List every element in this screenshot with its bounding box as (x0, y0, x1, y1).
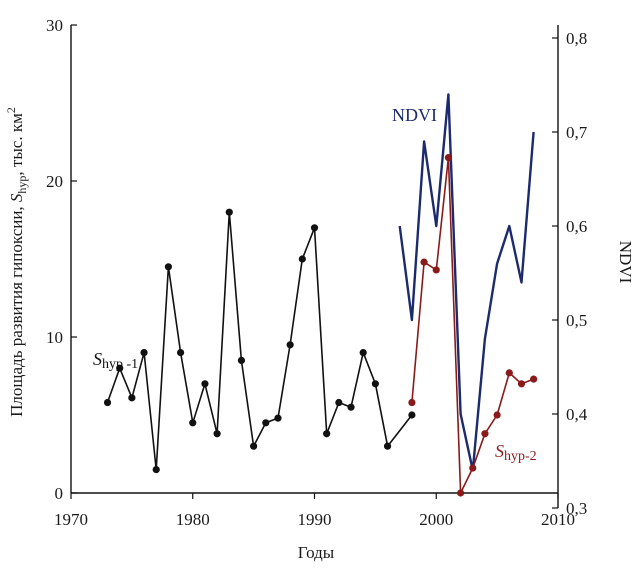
series-point-0 (262, 419, 270, 427)
series-point-1 (493, 411, 501, 419)
series-label-shyp1-main: S (93, 349, 102, 369)
series-point-0 (359, 349, 367, 357)
x-axis-title: Годы (298, 543, 335, 562)
series-line-1 (411, 156, 534, 494)
series-point-1 (481, 430, 489, 438)
series-point-1 (457, 489, 465, 497)
x-axis-ticks: 1970 1980 1990 2000 2010 (54, 493, 575, 529)
series-label-shyp2: Shyp-2 (495, 441, 537, 464)
series-point-0 (310, 224, 319, 232)
series-label-shyp2-main: S (495, 441, 504, 461)
series-point-1 (432, 266, 440, 274)
y-axis-left-title: Площадь развития гипоксии, Shyp, тыс. км… (4, 107, 29, 417)
series-point-0 (128, 394, 136, 402)
series-label-shyp2-sub: hyp-2 (504, 449, 537, 464)
y-left-tick-label: 20 (46, 172, 63, 191)
series-point-0 (140, 349, 148, 357)
series-point-1 (517, 380, 526, 388)
series-point-0 (274, 414, 282, 422)
y-right-tick-label: 0,6 (566, 217, 587, 236)
y-left-title-sup: 2 (4, 107, 18, 113)
y-axis-right-title: NDVI (616, 241, 634, 284)
series-point-0 (298, 255, 306, 263)
series-point-0 (286, 341, 294, 349)
series-point-1 (530, 375, 538, 383)
series-point-0 (176, 349, 185, 357)
x-tick-label: 2010 (541, 510, 575, 529)
series-label-ndvi: NDVI (392, 105, 437, 125)
x-tick-label: 1980 (176, 510, 210, 529)
y-right-tick-label: 0,5 (566, 311, 587, 330)
series-point-0 (189, 419, 197, 427)
series-point-0 (225, 208, 233, 216)
series-point-0 (250, 442, 258, 450)
series-point-0 (103, 398, 112, 407)
series-line-0 (106, 211, 413, 471)
series-label-shyp1-sub: hyp -1 (102, 357, 138, 372)
series-point-1 (420, 258, 428, 266)
series-point-0 (371, 380, 379, 388)
series-label-shyp1: Shyp -1 (93, 349, 138, 372)
y-axis-right-ticks: 0,3 0,4 0,5 0,6 0,7 0,8 (552, 29, 588, 518)
series-layer (103, 93, 538, 497)
y-right-tick-label: 0,4 (566, 405, 588, 424)
series-point-0 (116, 364, 124, 372)
series-point-1 (469, 464, 477, 472)
series-point-1 (444, 154, 453, 162)
series-point-0 (237, 356, 246, 364)
series-point-0 (347, 403, 355, 411)
y-right-tick-label: 0,8 (566, 29, 587, 48)
series-point-0 (152, 466, 160, 474)
x-tick-label: 1970 (54, 510, 88, 529)
series-point-0 (383, 442, 392, 450)
y-left-title-part-1: Площадь развития гипоксии, (7, 202, 26, 417)
y-axis-left-ticks: 0 10 20 30 (46, 16, 77, 503)
series-point-1 (505, 369, 513, 377)
y-left-tick-label: 30 (46, 16, 63, 35)
y-left-tick-label: 0 (55, 484, 64, 503)
y-left-title-part-2: , тыс. км (7, 113, 26, 176)
series-line-2 (398, 93, 535, 472)
series-point-1 (408, 398, 416, 407)
series-point-0 (213, 430, 221, 438)
y-left-tick-label: 10 (46, 328, 63, 347)
x-tick-label: 2000 (419, 510, 453, 529)
y-right-tick-label: 0,3 (566, 499, 587, 518)
series-point-0 (201, 380, 209, 388)
series-point-0 (335, 398, 343, 407)
x-tick-label: 1990 (298, 510, 332, 529)
series-point-0 (408, 411, 416, 419)
y-left-title-sub: hyp (15, 176, 29, 194)
y-right-tick-label: 0,7 (566, 123, 588, 142)
series-point-0 (164, 263, 172, 271)
y-left-title-s: S (7, 193, 26, 202)
series-point-0 (323, 430, 331, 438)
